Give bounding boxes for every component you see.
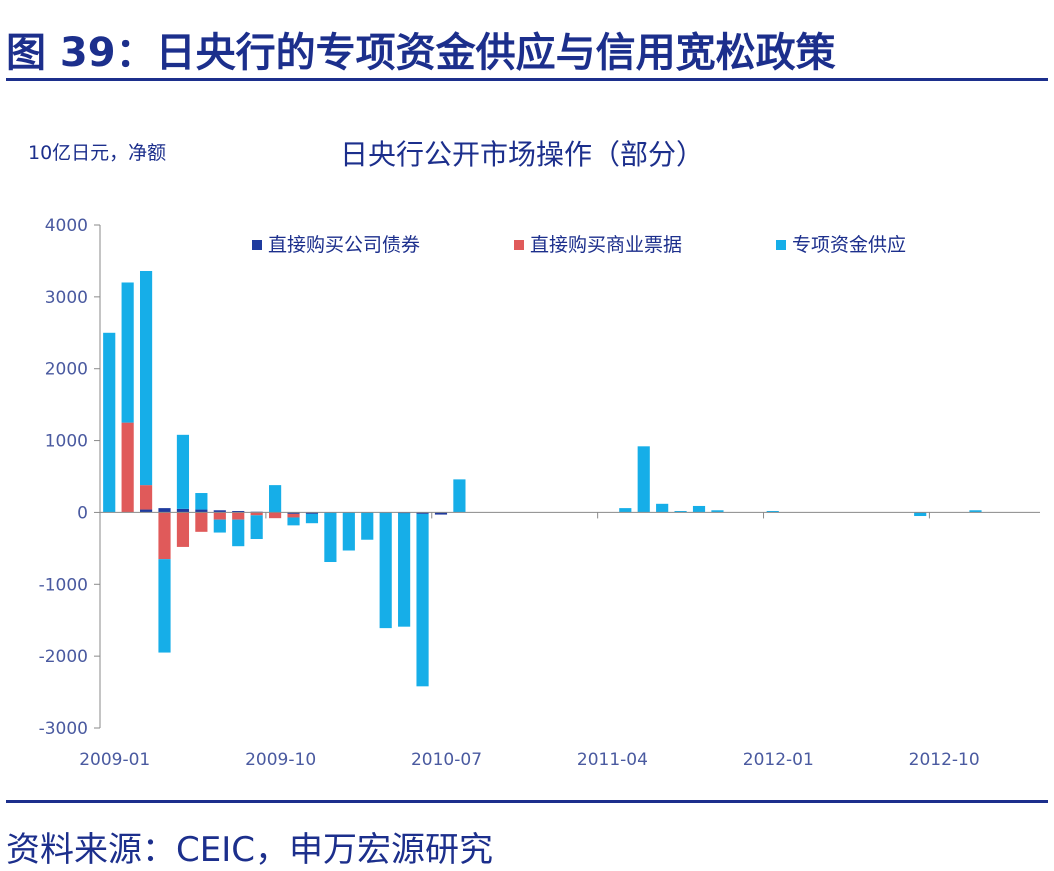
bar	[711, 510, 724, 513]
bar	[287, 517, 300, 526]
bar	[305, 512, 319, 514]
bar	[361, 512, 374, 540]
bar	[250, 515, 263, 540]
bar	[766, 510, 779, 513]
bar	[158, 512, 171, 560]
bar	[619, 508, 632, 513]
chart: 10亿日元，净额 日央行公开市场操作（部分） -3000 -2000 -1000 0 1…	[28, 138, 1040, 770]
x-tick-label: 2011-04	[577, 750, 648, 770]
y-tick-label: 1000	[45, 432, 88, 452]
bar	[176, 434, 190, 509]
bar	[969, 510, 982, 513]
bar	[139, 485, 153, 510]
y-unit-label: 10亿日元，净额	[28, 142, 166, 164]
bar	[269, 485, 282, 513]
bar	[232, 510, 245, 513]
bar	[287, 513, 300, 518]
bar	[176, 512, 190, 547]
bar	[692, 505, 706, 513]
bar	[232, 512, 245, 520]
x-tick-label: 2010-07	[411, 750, 482, 770]
bar	[398, 513, 411, 627]
bar	[195, 509, 208, 513]
source-note: 资料来源：CEIC，申万宏源研究	[6, 830, 493, 870]
x-tick-label: 2009-10	[245, 750, 316, 770]
bar	[434, 512, 448, 515]
y-tick-label: 0	[77, 503, 88, 523]
bar	[398, 512, 411, 514]
figure-title: 图 39：日央行的专项资金供应与信用宽松政策	[6, 30, 836, 76]
y-tick-label: 3000	[45, 288, 88, 308]
bar	[121, 422, 134, 513]
bar	[324, 512, 337, 563]
legend-label: 专项资金供应	[792, 234, 906, 256]
bar	[195, 512, 208, 532]
bar	[250, 512, 263, 516]
legend-swatch	[776, 240, 786, 250]
x-tick-label: 2009-01	[79, 750, 150, 770]
y-tick-label: -3000	[39, 719, 88, 739]
bar	[139, 270, 153, 486]
bar	[656, 503, 669, 513]
bar	[103, 332, 116, 513]
legend-label: 直接购买商业票据	[530, 234, 682, 256]
bar	[287, 512, 300, 514]
legend-swatch	[514, 240, 524, 250]
y-tick-label: -2000	[39, 647, 88, 667]
bar	[674, 510, 687, 513]
bar	[158, 559, 171, 653]
bar	[213, 512, 226, 520]
bar	[232, 519, 245, 547]
legend-swatch	[252, 240, 262, 250]
bar	[121, 282, 134, 423]
bar	[453, 479, 466, 513]
bar	[342, 512, 355, 551]
bar	[139, 509, 153, 513]
x-tick-label: 2012-10	[909, 750, 980, 770]
bar	[269, 512, 282, 519]
bar	[176, 508, 190, 513]
bar	[195, 493, 208, 510]
title-divider	[6, 78, 1048, 81]
x-tick-label: 2012-01	[743, 750, 814, 770]
bar	[213, 510, 226, 513]
legend-label: 直接购买公司债券	[268, 234, 420, 256]
bar	[305, 513, 319, 524]
bar	[158, 508, 171, 513]
bar	[637, 446, 650, 513]
bar	[914, 512, 927, 517]
chart-title: 日央行公开市场操作（部分）	[340, 138, 704, 171]
bar	[416, 512, 429, 514]
y-tick-label: 4000	[45, 216, 88, 236]
y-tick-label: -1000	[39, 575, 88, 595]
y-tick-label: 2000	[45, 360, 88, 380]
bar	[379, 512, 392, 629]
source-divider	[6, 800, 1048, 803]
bar	[416, 513, 429, 687]
bar	[213, 519, 226, 533]
